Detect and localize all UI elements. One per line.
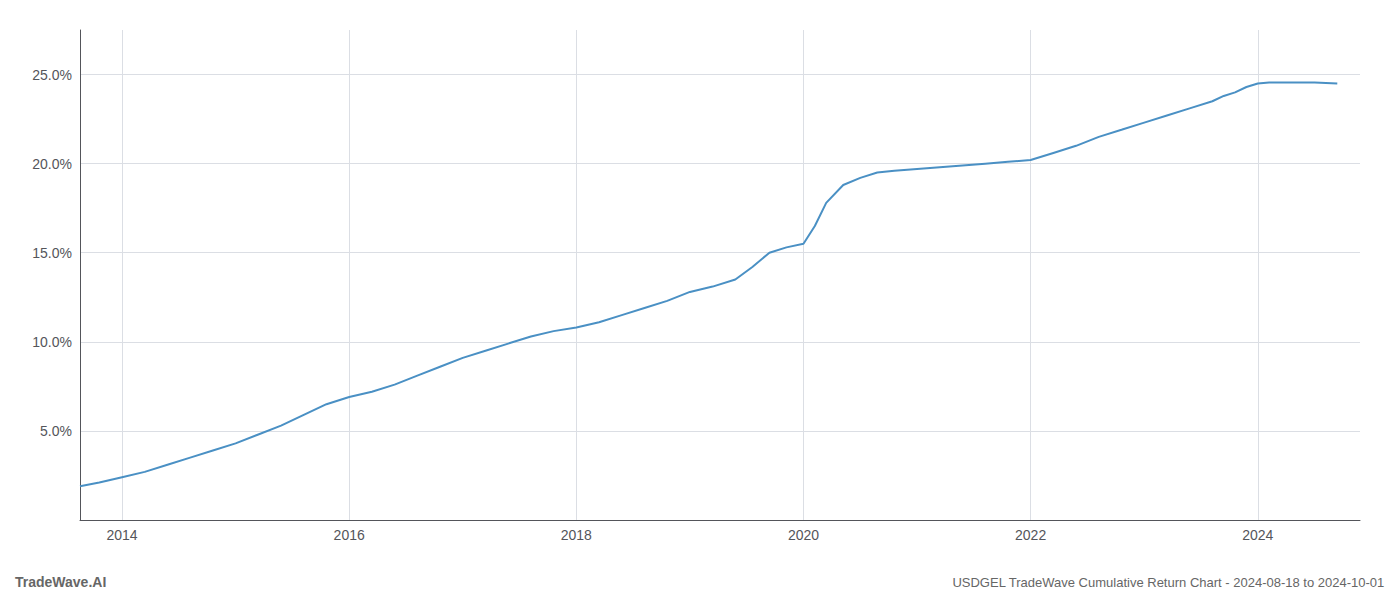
svg-text:2020: 2020 (788, 527, 819, 543)
svg-text:5.0%: 5.0% (40, 423, 72, 439)
svg-text:2022: 2022 (1015, 527, 1046, 543)
svg-text:10.0%: 10.0% (32, 334, 72, 350)
svg-text:2024: 2024 (1242, 527, 1273, 543)
svg-text:2014: 2014 (106, 527, 137, 543)
svg-text:TradeWave.AI: TradeWave.AI (15, 574, 106, 590)
svg-text:20.0%: 20.0% (32, 156, 72, 172)
svg-text:15.0%: 15.0% (32, 245, 72, 261)
svg-text:2016: 2016 (334, 527, 365, 543)
svg-text:2018: 2018 (561, 527, 592, 543)
svg-text:25.0%: 25.0% (32, 67, 72, 83)
svg-text:USDGEL TradeWave Cumulative Re: USDGEL TradeWave Cumulative Return Chart… (952, 575, 1384, 590)
